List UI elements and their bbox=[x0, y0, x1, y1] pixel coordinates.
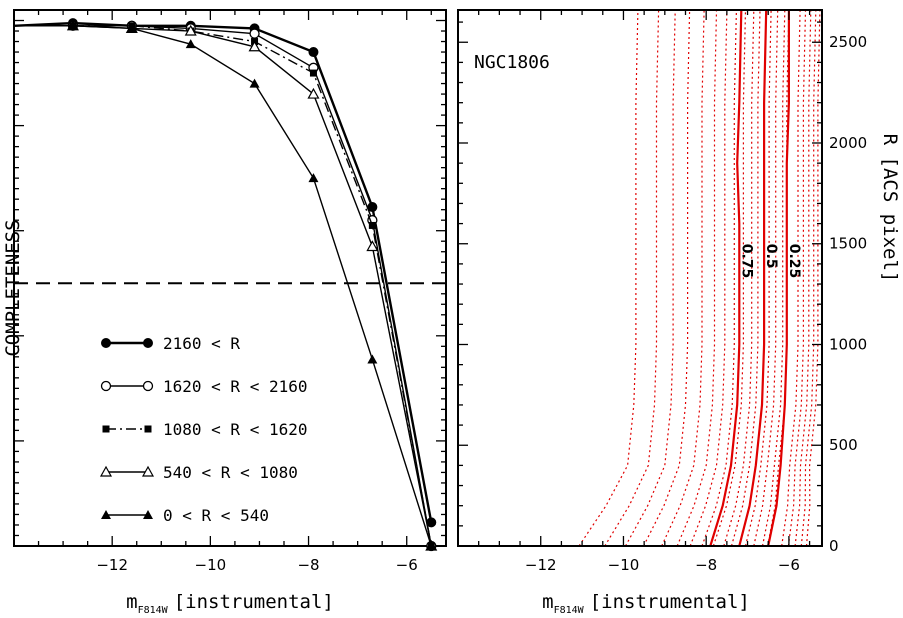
right-y-tick-label: 1500 bbox=[829, 235, 867, 253]
dotted-contour-14 bbox=[761, 9, 786, 547]
contour-label-0.5: 0.5 bbox=[763, 244, 779, 269]
left-plot-frame bbox=[13, 9, 447, 547]
series-line-1 bbox=[13, 21, 433, 523]
dotted-contour-8 bbox=[701, 9, 737, 547]
solid-contour-0.75 bbox=[709, 9, 743, 547]
right-y-tick-label: 0 bbox=[829, 537, 839, 555]
right-x-tick-label: −8 bbox=[695, 556, 717, 574]
dotted-contour-3 bbox=[624, 9, 676, 547]
dotted-contour-17 bbox=[787, 9, 807, 547]
right-x-axis-label-main: m bbox=[542, 591, 553, 613]
right-y-tick-label: 500 bbox=[829, 436, 858, 454]
solid-contour-0.25 bbox=[767, 10, 790, 547]
series-point-4 bbox=[184, 24, 197, 36]
contour-label-0.25: 0.25 bbox=[786, 244, 802, 279]
dotted-contour-9 bbox=[712, 9, 747, 547]
series-point-5 bbox=[126, 23, 137, 33]
right-x-axis-label-rest: [instrumental] bbox=[590, 591, 750, 613]
legend-marker-2 bbox=[100, 380, 112, 392]
completeness-series-group bbox=[13, 18, 438, 552]
right-x-tick-label: −12 bbox=[525, 556, 557, 574]
series-point-4 bbox=[307, 87, 320, 99]
series-point-2 bbox=[249, 28, 260, 39]
dotted-contour-11 bbox=[730, 9, 761, 547]
right-x-axis-label: mF814W [instrumental] bbox=[542, 591, 750, 616]
left-x-tick-label: −10 bbox=[195, 556, 227, 574]
series-point-3 bbox=[368, 221, 376, 229]
cluster-name-label: NGC1806 bbox=[474, 52, 550, 73]
right-y-tick-label: 2500 bbox=[829, 33, 867, 51]
legend-marker-1 bbox=[101, 338, 111, 348]
dotted-contour-6 bbox=[676, 9, 718, 547]
solid-contour-0.5 bbox=[738, 9, 768, 547]
right-x-tick-label: −6 bbox=[778, 556, 800, 574]
series-point-4 bbox=[366, 240, 379, 252]
series-point-4 bbox=[248, 40, 261, 52]
dotted-contour-4 bbox=[643, 9, 691, 547]
left-x-axis-label-rest: [instrumental] bbox=[174, 591, 334, 613]
left-x-axis-label-main: m bbox=[126, 591, 137, 613]
dotted-contour-12 bbox=[744, 9, 772, 547]
legend-marker-3 bbox=[144, 425, 152, 433]
right-axis-ticks: −12 −10 −8 −6 0 500 1000 1500 2000 2500 bbox=[457, 10, 867, 574]
contour-level-labels: 0.75 0.5 0.25 bbox=[738, 244, 802, 279]
series-point-1 bbox=[308, 47, 319, 58]
left-axis-ticks: −12−10−8−600.20.40.60.81 bbox=[13, 10, 446, 574]
series-point-5 bbox=[308, 173, 319, 183]
legend-marker-4 bbox=[99, 465, 113, 477]
left-x-tick-label: −8 bbox=[297, 556, 319, 574]
dotted-contour-2 bbox=[604, 9, 660, 547]
legend-marker-1 bbox=[143, 338, 153, 348]
dotted-contour-10 bbox=[723, 9, 755, 547]
dotted-contour-16 bbox=[781, 9, 801, 547]
left-y-axis-label: COMPLETENESS bbox=[2, 219, 24, 356]
dotted-contour-13 bbox=[753, 9, 779, 547]
legend-label-1: 2160 < R bbox=[163, 334, 240, 353]
legend-label-2: 1620 < R < 2160 bbox=[163, 377, 308, 396]
right-y-axis-label: R [ACS pixel] bbox=[879, 134, 901, 283]
dotted-contour-7 bbox=[689, 9, 728, 547]
right-y-tick-label: 2000 bbox=[829, 134, 867, 152]
series-line-5 bbox=[14, 25, 432, 547]
right-y-tick-label: 1000 bbox=[829, 335, 867, 353]
legend-label-5: 0 < R < 540 bbox=[163, 506, 269, 525]
contour-label-0.75: 0.75 bbox=[738, 244, 754, 279]
legend-marker-4 bbox=[141, 465, 155, 477]
legend-marker-5 bbox=[101, 510, 111, 519]
legend-marker-2 bbox=[142, 380, 154, 392]
legend-marker-5 bbox=[143, 510, 153, 519]
dotted-contour-19 bbox=[800, 9, 817, 547]
left-x-axis-label-sub: F814W bbox=[138, 605, 169, 616]
right-plot-frame bbox=[457, 9, 823, 547]
series-point-5 bbox=[67, 20, 78, 30]
series-point-5 bbox=[185, 39, 196, 49]
series-point-5 bbox=[367, 354, 378, 364]
dotted-contour-15 bbox=[767, 9, 790, 547]
right-x-axis-label-sub: F814W bbox=[554, 605, 585, 616]
left-x-tick-label: −6 bbox=[396, 556, 418, 574]
series-point-3 bbox=[309, 69, 317, 77]
legend-label-3: 1080 < R < 1620 bbox=[163, 420, 308, 439]
dotted-contour-18 bbox=[794, 9, 812, 547]
series-point-5 bbox=[426, 541, 437, 550]
dotted-contour-20 bbox=[805, 9, 821, 547]
legend-marker-3 bbox=[102, 425, 110, 433]
left-x-tick-label: −12 bbox=[96, 556, 128, 574]
series-point-5 bbox=[249, 78, 260, 88]
completeness-contours-group bbox=[578, 9, 821, 547]
right-x-tick-label: −10 bbox=[608, 556, 640, 574]
left-x-axis-label: mF814W [instrumental] bbox=[126, 591, 334, 616]
legend-label-4: 540 < R < 1080 bbox=[163, 463, 298, 482]
legend: 2160 < R 1620 < R < 2160 1080 < R < 1620 54… bbox=[99, 334, 308, 525]
dotted-contour-5 bbox=[661, 9, 705, 547]
dotted-contour-1 bbox=[578, 9, 639, 547]
